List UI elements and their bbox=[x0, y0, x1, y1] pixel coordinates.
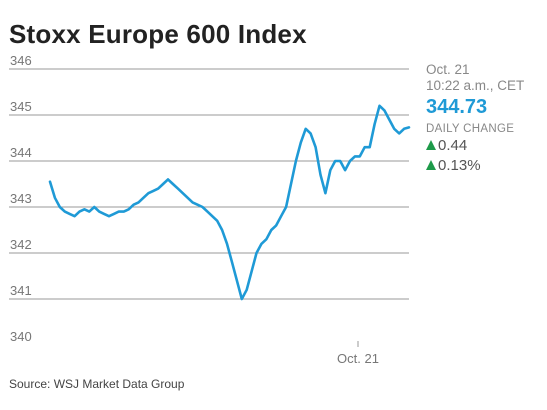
daily-change-label: DAILY CHANGE bbox=[426, 123, 515, 135]
y-tick-label: 341 bbox=[10, 283, 32, 298]
series-line-group bbox=[48, 104, 411, 301]
y-tick-label: 345 bbox=[10, 99, 32, 114]
x-tick-labels: Oct. 21 bbox=[337, 341, 379, 366]
y-tick-label: 342 bbox=[10, 237, 32, 252]
quote-price: 344.73 bbox=[426, 96, 488, 118]
quote-date: Oct. 21 bbox=[426, 62, 470, 77]
change-percent-row: 0.13% bbox=[426, 156, 544, 176]
y-tick-label: 344 bbox=[10, 145, 32, 160]
up-arrow-icon bbox=[426, 140, 436, 150]
y-tick-labels: 340 341 342 343 344 345 346 bbox=[10, 53, 32, 344]
change-percent: 0.13% bbox=[438, 157, 481, 174]
series-line-0 bbox=[48, 104, 411, 301]
x-tick-label: Oct. 21 bbox=[337, 351, 379, 366]
quote-panel: Oct. 21 10:22 a.m., CET 344.73 DAILY CHA… bbox=[426, 62, 544, 176]
change-points: 0.44 bbox=[438, 137, 468, 154]
y-tick-label: 346 bbox=[10, 53, 32, 68]
gridlines bbox=[9, 68, 409, 300]
source-note: Source: WSJ Market Data Group bbox=[9, 377, 185, 391]
y-tick-label: 343 bbox=[10, 191, 32, 206]
change-points-row: 0.44 bbox=[426, 136, 544, 156]
up-arrow-icon bbox=[426, 160, 436, 170]
y-tick-label: 340 bbox=[10, 329, 32, 344]
chart-title: Stoxx Europe 600 Index bbox=[9, 19, 307, 49]
quote-time: 10:22 a.m., CET bbox=[426, 78, 525, 93]
